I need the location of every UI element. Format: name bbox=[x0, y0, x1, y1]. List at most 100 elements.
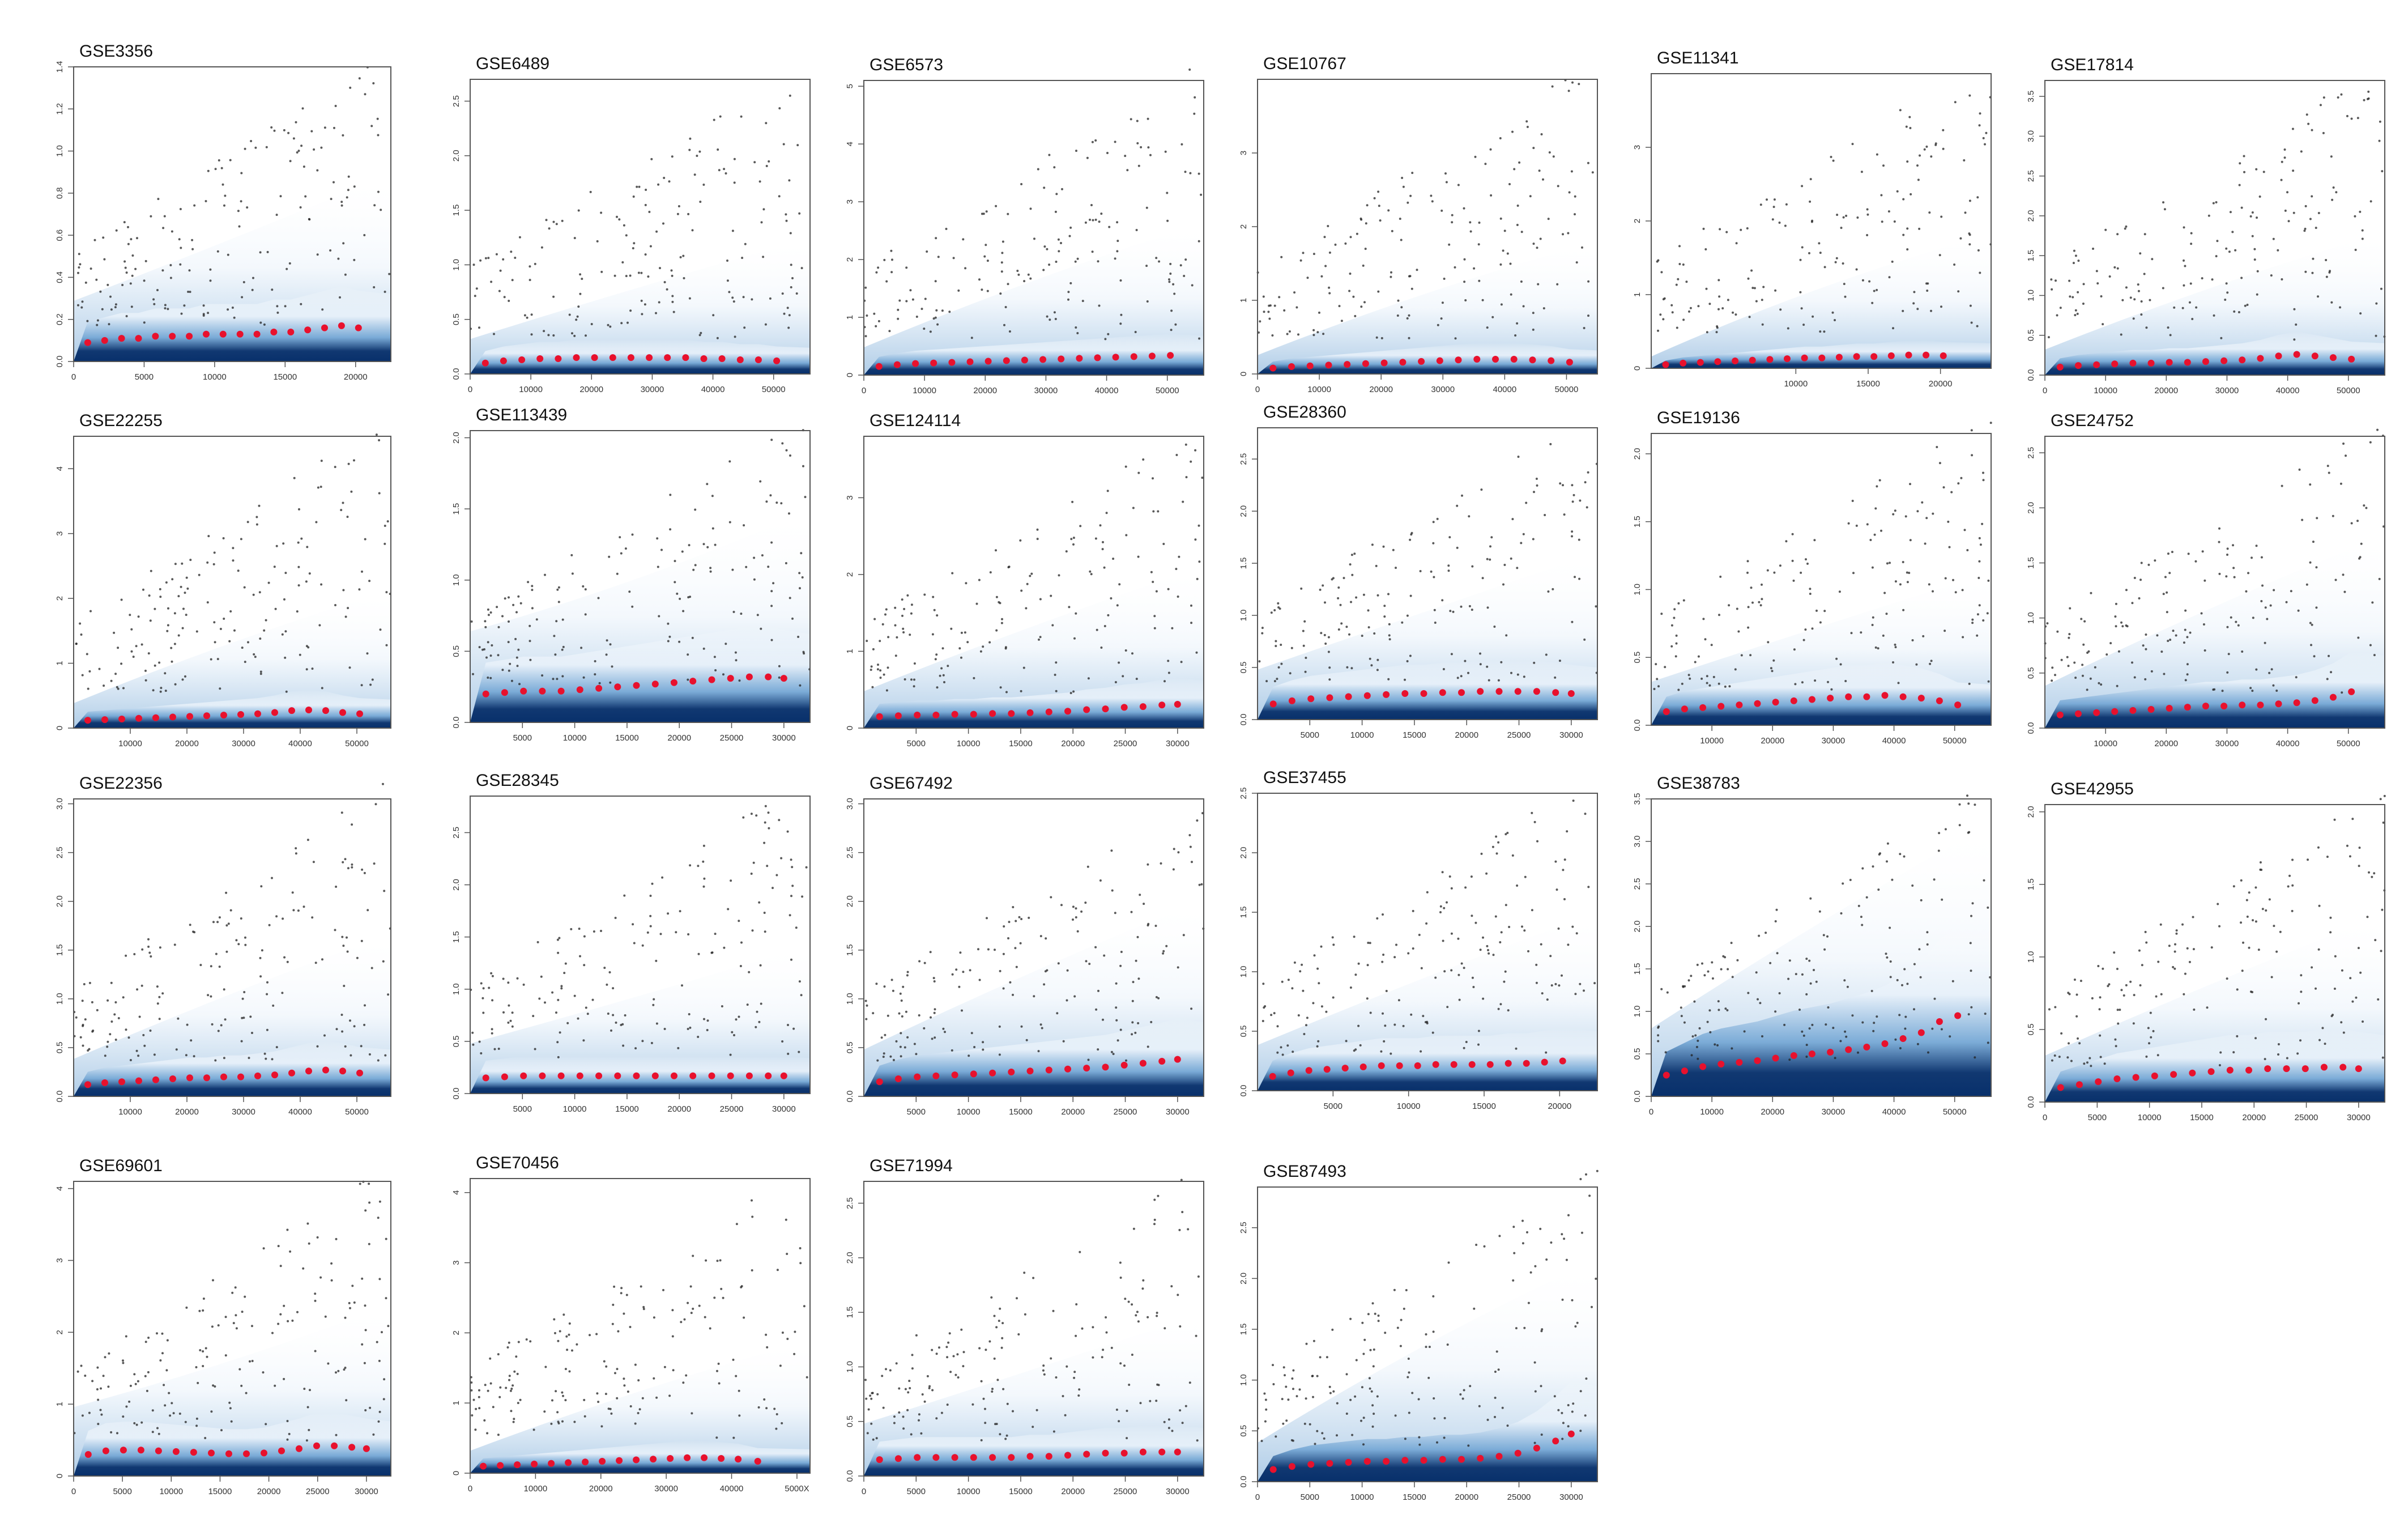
trend-point bbox=[1495, 1453, 1503, 1460]
outlier-point bbox=[1813, 969, 1815, 971]
y-tick-label: 0.5 bbox=[845, 1042, 855, 1054]
y-tick-label: 2.0 bbox=[451, 150, 461, 161]
y-tick-label: 0.5 bbox=[55, 1042, 65, 1054]
outlier-point bbox=[1102, 1018, 1104, 1021]
outlier-point bbox=[571, 572, 574, 575]
outlier-point bbox=[677, 205, 680, 207]
plot-frame bbox=[1257, 1186, 1598, 1482]
outlier-point bbox=[2249, 990, 2252, 993]
panel-title: GSE22255 bbox=[79, 411, 163, 430]
outlier-point bbox=[1491, 845, 1494, 848]
outlier-point bbox=[2167, 640, 2170, 643]
outlier-point bbox=[335, 1434, 338, 1436]
outlier-point bbox=[1535, 478, 1538, 480]
outlier-point bbox=[658, 301, 660, 304]
outlier-point bbox=[1751, 601, 1754, 604]
outlier-point bbox=[1911, 639, 1914, 641]
outlier-point bbox=[1015, 965, 1018, 968]
outlier-point bbox=[1057, 238, 1060, 241]
trend-point bbox=[1808, 1050, 1815, 1057]
trend-point bbox=[1923, 351, 1930, 359]
outlier-point bbox=[561, 648, 564, 651]
outlier-point bbox=[2326, 856, 2329, 858]
outlier-point bbox=[573, 237, 576, 240]
outlier-point bbox=[1272, 1364, 1274, 1367]
trend-point bbox=[322, 707, 329, 714]
outlier-point bbox=[2261, 584, 2264, 587]
outlier-point bbox=[1711, 977, 1714, 980]
trend-point bbox=[1663, 708, 1670, 715]
trend-point bbox=[1288, 363, 1295, 370]
outlier-point bbox=[622, 1044, 625, 1047]
outlier-point bbox=[999, 1307, 1001, 1310]
outlier-point bbox=[980, 1439, 983, 1441]
outlier-point bbox=[765, 122, 768, 125]
x-tick-label: 25000 bbox=[1114, 1107, 1137, 1117]
outlier-point bbox=[536, 941, 539, 943]
x-tick-label: 30000 bbox=[1559, 730, 1583, 740]
trend-point bbox=[2111, 708, 2119, 715]
outlier-point bbox=[1173, 848, 1175, 850]
outlier-point bbox=[653, 1377, 655, 1380]
outlier-point bbox=[344, 858, 347, 861]
outlier-point bbox=[1976, 196, 1979, 199]
outlier-point bbox=[1985, 131, 1988, 134]
y-tick-label: 1 bbox=[845, 649, 855, 653]
outlier-point bbox=[1691, 1035, 1694, 1038]
outlier-point bbox=[1505, 833, 1507, 836]
y-tick-label: 2.5 bbox=[451, 827, 461, 839]
outlier-points bbox=[75, 433, 391, 693]
outlier-point bbox=[349, 1019, 351, 1022]
y-tick-label: 0.0 bbox=[1239, 714, 1248, 726]
outlier-point bbox=[728, 460, 731, 463]
outlier-point bbox=[2188, 960, 2191, 963]
outlier-point bbox=[923, 1400, 926, 1403]
outlier-point bbox=[632, 195, 635, 198]
outlier-point bbox=[1171, 1430, 1174, 1432]
outlier-point bbox=[1579, 499, 1582, 502]
outlier-point bbox=[687, 653, 689, 656]
outlier-point bbox=[1889, 926, 1891, 929]
outlier-point bbox=[79, 263, 82, 266]
outlier-point bbox=[1184, 443, 1187, 446]
outlier-point bbox=[1318, 311, 1320, 314]
outlier-point bbox=[780, 502, 783, 505]
outlier-point bbox=[1499, 217, 1502, 220]
outlier-point bbox=[913, 1043, 916, 1045]
outlier-point bbox=[671, 274, 674, 277]
outlier-point bbox=[1520, 280, 1523, 283]
outlier-point bbox=[609, 1407, 612, 1410]
outlier-point bbox=[577, 1017, 579, 1020]
outlier-point bbox=[898, 299, 901, 302]
outlier-point bbox=[1799, 258, 1802, 261]
outlier-point bbox=[1364, 248, 1367, 250]
outlier-point bbox=[317, 486, 319, 489]
outlier-point bbox=[1899, 853, 1902, 856]
outlier-point bbox=[2380, 287, 2383, 290]
outlier-point bbox=[600, 270, 603, 273]
outlier-point bbox=[1323, 1437, 1326, 1440]
outlier-point bbox=[550, 1422, 553, 1425]
outlier-point bbox=[589, 190, 592, 193]
outlier-point bbox=[1130, 118, 1132, 121]
trend-point bbox=[1495, 688, 1503, 695]
x-tick-label: 30000 bbox=[1431, 385, 1455, 394]
outlier-point bbox=[2113, 951, 2116, 954]
x-tick-label: 40000 bbox=[1882, 736, 1906, 746]
outlier-point bbox=[931, 1349, 934, 1351]
outlier-point bbox=[757, 1406, 760, 1409]
outlier-point bbox=[1506, 1424, 1509, 1427]
outlier-point bbox=[1585, 1377, 1588, 1380]
outlier-point bbox=[698, 150, 701, 153]
trend-point bbox=[271, 1071, 278, 1079]
trend-point bbox=[243, 1450, 250, 1457]
outlier-point bbox=[1504, 970, 1507, 973]
outlier-point bbox=[1687, 674, 1690, 677]
outlier-point bbox=[1498, 1235, 1501, 1237]
outlier-point bbox=[2291, 909, 2294, 912]
outlier-point bbox=[2145, 633, 2147, 636]
outlier-point bbox=[1188, 1381, 1191, 1384]
outlier-point bbox=[875, 1437, 878, 1440]
outlier-point bbox=[1167, 1418, 1170, 1421]
outlier-point bbox=[1349, 563, 1352, 566]
